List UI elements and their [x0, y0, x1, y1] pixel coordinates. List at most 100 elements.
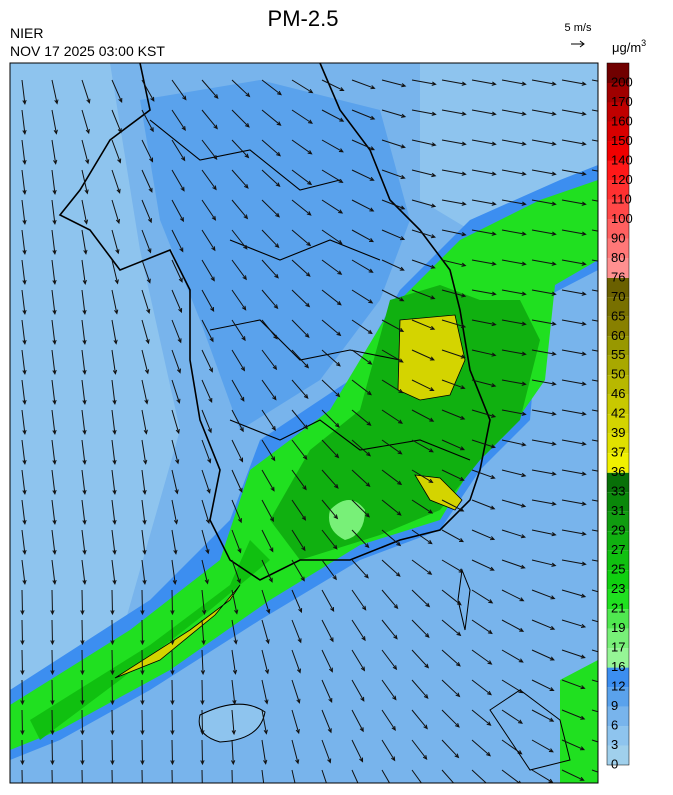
- wind-arrow: [171, 559, 177, 585]
- wind-arrow: [441, 589, 462, 606]
- wind-arrow: [81, 379, 87, 405]
- wind-arrow: [351, 709, 364, 733]
- colorbar-label: 23: [611, 581, 625, 596]
- wind-arrow: [141, 439, 148, 465]
- wind-arrow: [141, 529, 147, 555]
- wind-arrow: [201, 559, 209, 585]
- wind-arrow: [261, 349, 278, 371]
- wind-arrow: [531, 589, 556, 600]
- wind-arrow: [591, 259, 598, 262]
- wind-arrow: [51, 439, 57, 465]
- wind-arrow: [321, 199, 344, 214]
- colorbar-label: 100: [611, 211, 633, 226]
- wind-arrow: [261, 679, 269, 705]
- wind-arrow: [441, 769, 455, 783]
- colorbar-label: 150: [611, 133, 633, 148]
- wind-arrow: [381, 379, 404, 394]
- wind-arrow: [51, 139, 58, 165]
- colorbar-label: 6: [611, 717, 618, 732]
- wind-arrow: [411, 529, 433, 545]
- wind-arrow: [261, 199, 280, 218]
- wind-arrow: [561, 349, 587, 356]
- wind-arrow: [501, 199, 527, 206]
- wind-arrow: [50, 739, 55, 766]
- wind-arrow: [231, 679, 237, 706]
- wind-arrow: [51, 319, 57, 345]
- wind-arrow: [111, 469, 117, 495]
- wind-arrow: [321, 139, 344, 153]
- wind-arrow: [201, 229, 216, 252]
- wind-arrow: [81, 409, 87, 435]
- wind-arrow: [291, 379, 309, 399]
- wind-arrow: [170, 649, 175, 676]
- wind-arrow: [411, 379, 435, 392]
- wind-arrow: [351, 409, 372, 426]
- wind-arrow: [591, 439, 598, 442]
- wind-arrow: [291, 229, 312, 247]
- wind-arrow: [411, 619, 430, 638]
- wind-arrow: [291, 409, 308, 430]
- wind-arrow: [501, 439, 527, 447]
- colorbar-label: 39: [611, 425, 625, 440]
- wind-arrow: [171, 439, 180, 465]
- wind-arrow: [351, 289, 374, 304]
- wind-arrow: [441, 169, 467, 176]
- wind-arrow: [21, 169, 27, 195]
- wind-arrow: [531, 529, 557, 537]
- wind-arrow: [531, 649, 555, 661]
- wind-arrow: [231, 229, 248, 250]
- wind-arrow: [291, 589, 303, 614]
- wind-arrow: [411, 469, 434, 484]
- wind-arrow: [471, 229, 497, 236]
- wind-arrow: [561, 769, 585, 781]
- wind-arrow: [81, 259, 87, 285]
- wind-arrow: [411, 739, 428, 760]
- wind-arrow: [231, 559, 241, 584]
- wind-arrow: [261, 469, 275, 492]
- low-zone: [10, 63, 180, 700]
- wind-arrow: [21, 259, 27, 285]
- colorbar-swatch: [607, 199, 629, 220]
- wind-arrow: [171, 169, 185, 192]
- wind-arrow: [81, 109, 90, 135]
- wind-arrow: [351, 79, 376, 90]
- wind-arrow: [110, 709, 115, 736]
- wind-arrow: [81, 79, 91, 104]
- wind-arrow: [411, 229, 437, 239]
- wind-arrow: [381, 169, 406, 179]
- wind-arrow: [141, 379, 149, 405]
- wind-arrow: [201, 169, 217, 191]
- wind-arrow: [51, 469, 57, 495]
- wind-arrow: [231, 469, 243, 493]
- colorbar-label: 80: [611, 250, 625, 265]
- wind-arrow: [231, 499, 242, 524]
- wind-arrow: [80, 619, 85, 646]
- wind-arrow: [351, 169, 375, 181]
- wind-arrow: [381, 529, 402, 547]
- wind-arrow: [561, 619, 587, 629]
- wind-arrow: [381, 709, 396, 731]
- wind-arrow: [261, 499, 274, 523]
- wind-arrow: [201, 319, 214, 343]
- wind-arrow: [200, 709, 205, 736]
- colorbar-label: 140: [611, 152, 633, 167]
- wind-arrow: [591, 469, 598, 472]
- wind-arrow: [291, 769, 296, 783]
- colorbar-swatch: [607, 550, 629, 571]
- wind-arrow: [501, 679, 524, 694]
- wind-arrow: [471, 679, 492, 696]
- colorbar-swatch: [607, 83, 629, 103]
- wind-arrow: [261, 319, 278, 340]
- colorbar-label: 27: [611, 542, 625, 557]
- wind-arrow: [171, 259, 183, 283]
- wind-arrow: [501, 79, 527, 86]
- wind-arrow: [291, 259, 311, 277]
- wind-arrow: [291, 109, 313, 124]
- wind-arrow: [171, 289, 183, 314]
- wind-arrow: [111, 379, 117, 405]
- wind-arrow: [291, 469, 307, 491]
- wind-arrow: [591, 199, 598, 202]
- wind-arrow: [321, 349, 341, 367]
- wind-arrow: [321, 499, 339, 520]
- wind-arrow: [501, 409, 527, 416]
